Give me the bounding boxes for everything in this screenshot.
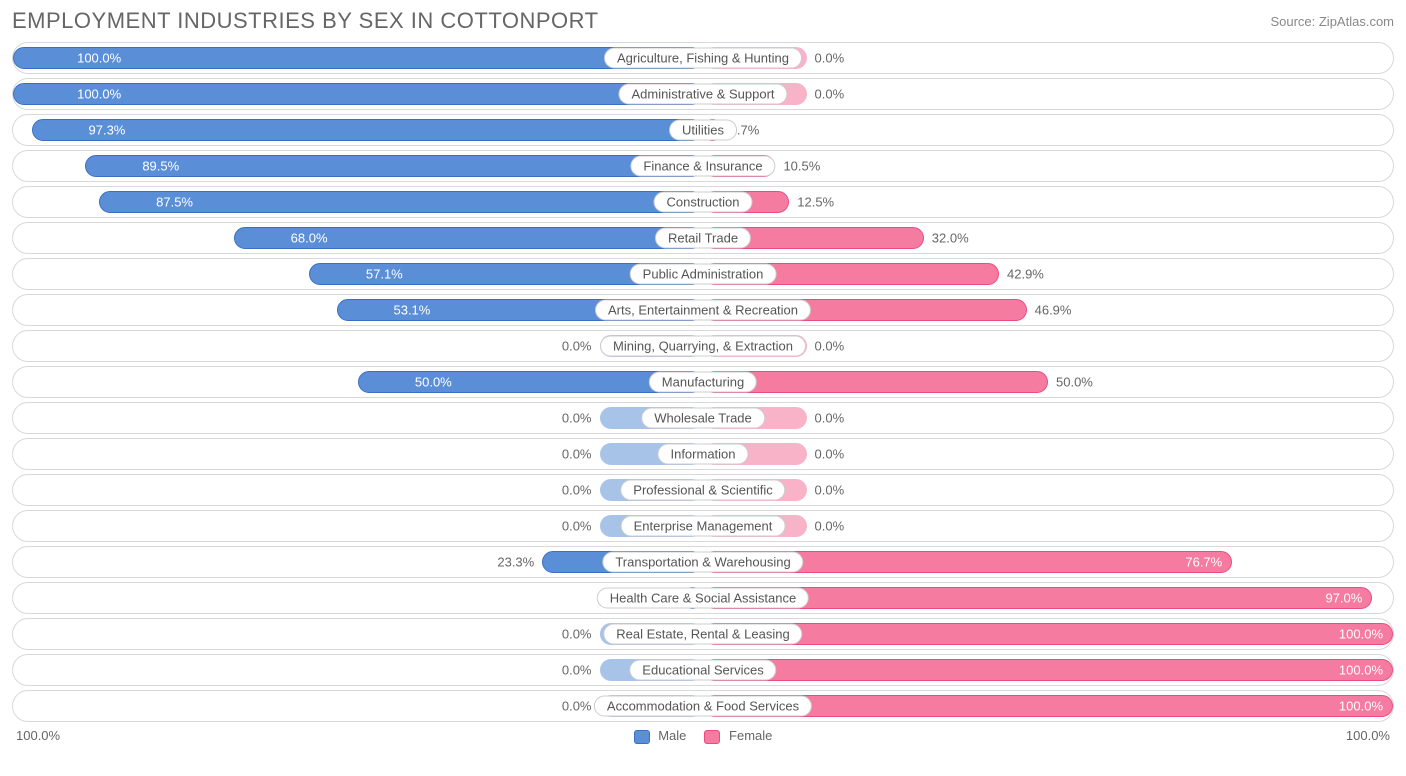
pct-female: 76.7% — [1185, 555, 1232, 570]
category-label: Enterprise Management — [621, 516, 786, 537]
pct-male: 0.0% — [562, 447, 600, 462]
chart-header: EMPLOYMENT INDUSTRIES BY SEX IN COTTONPO… — [12, 8, 1394, 34]
chart-row: 87.5% 12.5% Construction — [12, 186, 1394, 218]
chart-row: 100.0% 0.0% Agriculture, Fishing & Hunting — [12, 42, 1394, 74]
chart-row: 3.0%97.0%Health Care & Social Assistance — [12, 582, 1394, 614]
axis-label-left: 100.0% — [16, 728, 60, 743]
chart-row: 0.0% 100.0% Real Estate, Rental & Leasing — [12, 618, 1394, 650]
category-label: Retail Trade — [655, 228, 751, 249]
pct-female: 0.0% — [807, 447, 845, 462]
pct-female: 42.9% — [999, 267, 1044, 282]
pct-male: 57.1% — [356, 267, 403, 282]
pct-female: 12.5% — [789, 195, 834, 210]
pct-male: 0.0% — [562, 663, 600, 678]
pct-female: 100.0% — [1339, 663, 1393, 678]
chart-row: 89.5% 10.5%Finance & Insurance — [12, 150, 1394, 182]
chart-title: EMPLOYMENT INDUSTRIES BY SEX IN COTTONPO… — [12, 8, 599, 34]
pct-male: 89.5% — [132, 159, 179, 174]
pct-female: 0.0% — [807, 483, 845, 498]
category-label: Manufacturing — [649, 372, 757, 393]
category-label: Finance & Insurance — [630, 156, 775, 177]
pct-female: 0.0% — [807, 339, 845, 354]
pct-male: 23.3% — [497, 555, 542, 570]
pct-female: 32.0% — [924, 231, 969, 246]
category-label: Administrative & Support — [618, 84, 787, 105]
chart-row: 0.0% 0.0%Mining, Quarrying, & Extraction — [12, 330, 1394, 362]
category-label: Accommodation & Food Services — [594, 696, 812, 717]
legend: Male Female — [634, 728, 773, 744]
pct-male: 100.0% — [67, 87, 121, 102]
category-label: Mining, Quarrying, & Extraction — [600, 336, 806, 357]
pct-male: 0.0% — [562, 519, 600, 534]
category-label: Transportation & Warehousing — [602, 552, 803, 573]
diverging-bar-chart: 100.0% 0.0% Agriculture, Fishing & Hunting… — [12, 42, 1394, 722]
category-label: Arts, Entertainment & Recreation — [595, 300, 811, 321]
pct-female: 0.0% — [807, 51, 845, 66]
legend-row: 100.0% Male Female 100.0% — [12, 728, 1394, 744]
category-label: Professional & Scientific — [620, 480, 785, 501]
chart-row: 50.0% 50.0% Manufacturing — [12, 366, 1394, 398]
pct-male: 53.1% — [383, 303, 430, 318]
pct-female: 100.0% — [1339, 627, 1393, 642]
legend-female-label: Female — [729, 728, 772, 743]
category-label: Wholesale Trade — [641, 408, 765, 429]
bar-female — [703, 623, 1393, 645]
pct-female: 10.5% — [775, 159, 820, 174]
chart-row: 23.3% 76.7% Transportation & Warehousing — [12, 546, 1394, 578]
pct-male: 100.0% — [67, 51, 121, 66]
legend-male: Male — [634, 728, 687, 744]
pct-male: 68.0% — [281, 231, 328, 246]
chart-row: 53.1% 46.9% Arts, Entertainment & Recreati… — [12, 294, 1394, 326]
chart-row: 100.0% 0.0% Administrative & Support — [12, 78, 1394, 110]
category-label: Agriculture, Fishing & Hunting — [604, 48, 802, 69]
chart-row: 0.0% 0.0% Wholesale Trade — [12, 402, 1394, 434]
pct-male: 0.0% — [562, 483, 600, 498]
legend-female: Female — [704, 728, 772, 744]
pct-male: 0.0% — [562, 339, 600, 354]
pct-male: 87.5% — [146, 195, 193, 210]
pct-male: 50.0% — [405, 375, 452, 390]
bar-female — [703, 659, 1393, 681]
pct-female: 97.0% — [1325, 591, 1372, 606]
chart-row: 0.0% 100.0% Educational Services — [12, 654, 1394, 686]
chart-row: 68.0% 32.0% Retail Trade — [12, 222, 1394, 254]
chart-row: 0.0% 0.0% Enterprise Management — [12, 510, 1394, 542]
pct-female: 0.0% — [807, 411, 845, 426]
pct-female: 0.0% — [807, 519, 845, 534]
swatch-female — [704, 730, 720, 744]
category-label: Health Care & Social Assistance — [597, 588, 809, 609]
category-label: Real Estate, Rental & Leasing — [603, 624, 802, 645]
pct-male: 97.3% — [79, 123, 126, 138]
pct-female: 0.0% — [807, 87, 845, 102]
legend-male-label: Male — [658, 728, 686, 743]
category-label: Educational Services — [629, 660, 776, 681]
category-label: Construction — [654, 192, 753, 213]
chart-source: Source: ZipAtlas.com — [1270, 14, 1394, 29]
category-label: Utilities — [669, 120, 737, 141]
pct-female: 100.0% — [1339, 699, 1393, 714]
chart-row: 97.3%2.7%Utilities — [12, 114, 1394, 146]
pct-male: 0.0% — [562, 411, 600, 426]
category-label: Information — [657, 444, 748, 465]
chart-row: 0.0% 0.0% Information — [12, 438, 1394, 470]
bar-male — [32, 119, 703, 141]
pct-female: 46.9% — [1027, 303, 1072, 318]
swatch-male — [634, 730, 650, 744]
category-label: Public Administration — [630, 264, 777, 285]
pct-female: 50.0% — [1048, 375, 1093, 390]
chart-row: 0.0%100.0%Accommodation & Food Services — [12, 690, 1394, 722]
chart-row: 57.1% 42.9% Public Administration — [12, 258, 1394, 290]
chart-row: 0.0% 0.0% Professional & Scientific — [12, 474, 1394, 506]
axis-label-right: 100.0% — [1346, 728, 1390, 743]
pct-male: 0.0% — [562, 627, 600, 642]
